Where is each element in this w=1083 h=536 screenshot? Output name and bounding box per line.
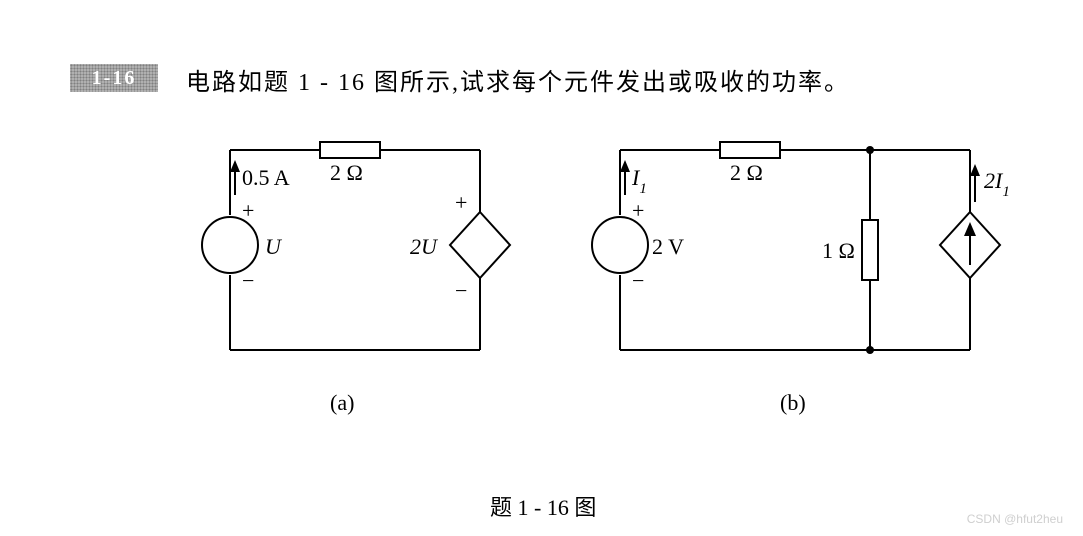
current-source-a [202,217,258,273]
arrow-up-icon [620,160,630,172]
node-bottom-b [866,346,874,354]
plus-a-right: + [455,190,467,215]
minus-b-left: − [632,268,644,293]
ccvs-a-diamond [450,212,510,278]
resistor-a-top [320,142,380,158]
minus-a-left: − [242,268,254,293]
voltage-b-value: 2 V [652,234,684,259]
resistor-a-top-label: 2 Ω [330,160,363,185]
watermark-text: CSDN @hfut2heu [967,512,1063,526]
plus-b-left: + [632,198,644,223]
arrow-up-icon [230,160,240,172]
current-i1-label: I1 [631,165,647,197]
plus-a-left: + [242,198,254,223]
current-a-label: 0.5 A [242,165,290,190]
problem-number-badge: 1-16 [70,64,158,92]
circuit-svg: 2 Ω 0.5 A + − U + − 2U [0,120,1083,380]
circuit-b: 2 Ω + − 2 V I1 1 Ω [592,142,1010,354]
cccs-b-label: 2I1 [984,168,1010,200]
resistor-b-right-label: 1 Ω [822,238,855,263]
figure-title: 题 1 - 16 图 [490,490,596,522]
node-top-b [866,146,874,154]
problem-statement: 电路如题 1 - 16 图所示,试求每个元件发出或吸收的功率。 [186,62,850,97]
resistor-b-top-label: 2 Ω [730,160,763,185]
resistor-b-top [720,142,780,158]
voltage-source-b [592,217,648,273]
caption-a: (a) [330,390,354,416]
caption-b: (b) [780,390,806,416]
ccvs-a-label: 2U [410,234,439,259]
arrow-up-icon [970,164,980,176]
voltage-u-label: U [265,234,283,259]
minus-a-right: − [455,278,467,303]
resistor-b-right [862,220,878,280]
circuit-a: 2 Ω 0.5 A + − U + − 2U [202,142,510,350]
circuit-diagrams: 2 Ω 0.5 A + − U + − 2U [0,120,1083,420]
